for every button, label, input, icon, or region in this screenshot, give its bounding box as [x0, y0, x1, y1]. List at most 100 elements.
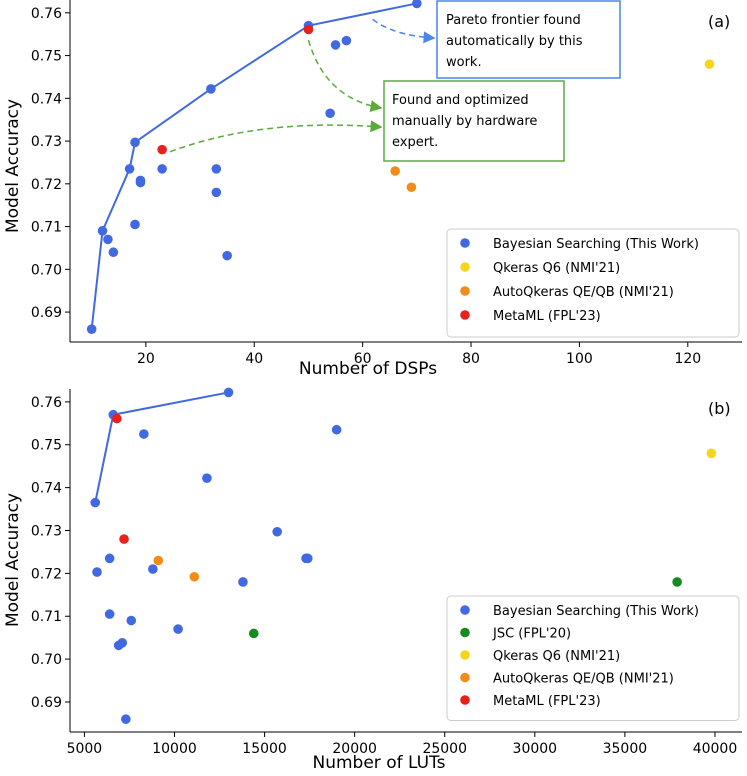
annotation-arrow-manual-1 [169, 120, 383, 153]
panel-a-label: (a) [708, 12, 730, 31]
legend-label: Bayesian Searching (This Work) [493, 604, 699, 619]
data-point [303, 553, 313, 564]
data-point [341, 35, 352, 46]
panel-a-x-label: Number of DSPs [299, 359, 437, 379]
x-tick-label: 25000 [422, 741, 467, 757]
data-point [90, 497, 101, 508]
legend-marker [460, 238, 470, 248]
x-tick-label: 10000 [152, 741, 197, 757]
annotation-text-pareto: automatically by this [446, 34, 583, 49]
data-point [248, 628, 259, 639]
panel-a-axes [69, 0, 742, 343]
panel-b-label: (b) [708, 399, 731, 418]
data-point [331, 424, 342, 435]
data-point [92, 567, 102, 577]
data-point [211, 164, 222, 174]
data-point [119, 534, 129, 544]
data-point [330, 40, 341, 50]
y-tick-label: 0.70 [31, 262, 62, 278]
legend-label: Bayesian Searching (This Work) [493, 237, 699, 252]
data-point [148, 564, 158, 574]
data-point [706, 448, 717, 459]
x-tick-label: 80 [462, 351, 480, 367]
legend-marker [460, 310, 470, 320]
data-point [704, 59, 715, 69]
x-tick-label: 30000 [513, 741, 558, 757]
y-tick-label: 0.73 [31, 134, 62, 150]
panel-b-luts: 5000 10000 15000 20000 25000 30000 35000 40000 … [3, 387, 742, 773]
data-point [223, 387, 234, 398]
data-point [238, 577, 248, 587]
annotation-arrow-manual-2 [307, 39, 383, 113]
legend-label: MetaML (FPL'23) [493, 694, 601, 709]
data-point [104, 609, 115, 619]
y-tick-label: 0.71 [31, 609, 62, 625]
y-tick-label: 0.76 [31, 6, 62, 22]
panel-a-legend: Bayesian Searching (This Work) Qkeras Q6 … [446, 228, 740, 338]
legend-box [446, 595, 740, 721]
data-point [211, 187, 222, 198]
x-tick-label: 100 [566, 351, 593, 367]
data-point [157, 164, 167, 174]
annotation-text-pareto: Pareto frontier found [446, 13, 581, 28]
legend-marker [460, 262, 470, 272]
legend-box [446, 228, 740, 338]
y-tick-label: 0.74 [31, 481, 62, 497]
annotation-box-manual [383, 80, 565, 162]
data-point [112, 413, 122, 424]
data-point [108, 247, 119, 258]
y-tick-label: 0.75 [31, 49, 62, 65]
panel-a-annotations: Pareto frontier found automatically by th… [169, 0, 621, 162]
data-point [672, 577, 682, 587]
data-point [202, 473, 212, 483]
data-point [153, 555, 164, 566]
y-tick-label: 0.70 [31, 652, 62, 668]
data-point [130, 219, 140, 230]
legend-marker [460, 650, 470, 660]
x-tick-label: 35000 [603, 741, 648, 757]
data-point [121, 714, 131, 724]
data-point [412, 0, 422, 9]
panel-a-frontier [90, 2, 418, 330]
data-point [126, 615, 137, 626]
data-point [117, 638, 128, 648]
legend-label: JSC (FPL'20) [492, 627, 571, 642]
data-point [103, 234, 113, 245]
x-tick-label: 5000 [67, 741, 103, 757]
panel-a-y-ticks: 0.69 0.70 0.71 0.72 0.73 0.74 0.75 0.76 [31, 6, 70, 321]
y-tick-label: 0.75 [31, 438, 62, 454]
pareto-frontier-line [90, 2, 418, 330]
legend-label: AutoQkeras QE/QB (NMI'21) [493, 285, 674, 300]
x-tick-label: 60 [354, 351, 372, 367]
y-tick-label: 0.72 [31, 177, 62, 193]
legend-marker [460, 286, 470, 296]
legend-label: Qkeras Q6 (NMI'21) [493, 261, 620, 276]
data-point [325, 108, 335, 119]
data-point [97, 226, 108, 236]
data-point [272, 526, 282, 537]
data-point [390, 166, 400, 176]
data-point [189, 571, 200, 582]
data-point [303, 24, 314, 35]
panel-a-y-label: Model Accuracy [3, 99, 23, 233]
y-tick-label: 0.73 [31, 523, 62, 539]
data-point [173, 624, 183, 634]
legend-label: Qkeras Q6 (NMI'21) [493, 649, 620, 664]
data-point [104, 553, 115, 564]
annotation-text-pareto: work. [446, 55, 482, 70]
panel-b-frontier [94, 391, 229, 503]
annotation-arrow-pareto [372, 18, 436, 44]
panel-b-x-label: Number of LUTs [313, 753, 446, 773]
data-point [135, 177, 146, 188]
x-tick-label: 20 [137, 351, 155, 367]
panel-b-legend: Bayesian Searching (This Work) JSC (FPL'2… [446, 595, 740, 721]
panel-a-points [86, 0, 715, 334]
legend-marker [460, 672, 470, 683]
panel-a-dsps: 20 40 60 80 100 120 0.690.700.710.720.730.740… [3, 0, 742, 379]
data-point [222, 250, 232, 261]
x-tick-label: 40 [245, 351, 263, 367]
legend-marker [460, 627, 470, 638]
legend-marker [460, 695, 470, 705]
data-point [206, 84, 216, 94]
annotation-text-manual: Found and optimized [392, 93, 529, 108]
